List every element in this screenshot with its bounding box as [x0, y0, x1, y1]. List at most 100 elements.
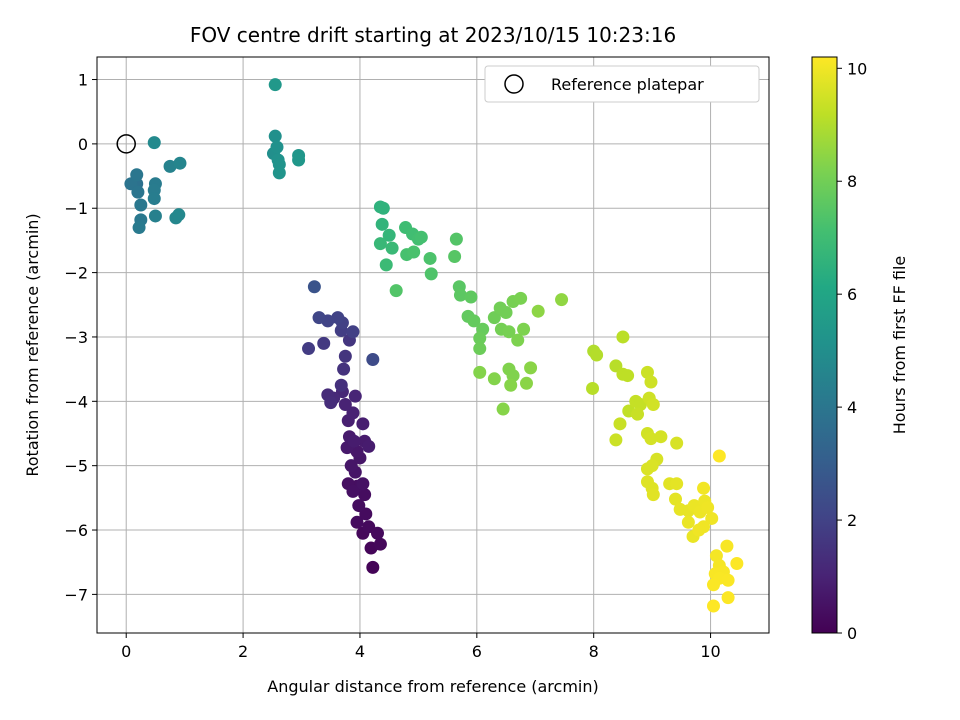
scatter-point	[356, 417, 370, 431]
scatter-point	[524, 361, 538, 375]
scatter-point	[373, 237, 387, 251]
colorbar-tick-label: 0	[847, 624, 857, 643]
scatter-point	[385, 241, 399, 255]
y-tick-label: −4	[64, 392, 88, 411]
reference-platepar-marker	[116, 134, 136, 154]
scatter-point	[730, 556, 744, 570]
scatter-point	[312, 311, 326, 325]
scatter-point	[346, 484, 360, 498]
data-points	[124, 78, 744, 613]
legend-box	[484, 65, 760, 103]
scatter-point	[324, 396, 338, 410]
scatter-point	[356, 477, 370, 491]
scatter-point	[358, 488, 372, 502]
scatter-point	[407, 245, 421, 259]
scatter-point	[148, 209, 162, 223]
x-tick-label: 2	[238, 642, 248, 661]
scatter-point	[496, 402, 510, 416]
scatter-point	[373, 537, 387, 551]
scatter-point	[172, 208, 186, 222]
scatter-point	[376, 201, 390, 215]
y-tick-label: −5	[64, 457, 88, 476]
scatter-point	[317, 336, 331, 350]
y-tick-label: −2	[64, 264, 88, 283]
plot-area-frame	[96, 56, 770, 634]
scatter-point	[473, 342, 487, 356]
scatter-point	[555, 293, 569, 307]
x-axis-ticks: 0 2 4 6 8 10	[121, 633, 721, 661]
colorbar-tick-label: 10	[847, 59, 867, 78]
scatter-point	[424, 267, 438, 281]
scatter-point	[448, 250, 462, 264]
colorbar-tick-label: 8	[847, 172, 857, 191]
scatter-point	[586, 381, 600, 395]
scatter-point	[130, 168, 144, 182]
legend-marker-reference	[504, 74, 524, 94]
scatter-point	[268, 78, 282, 92]
scatter-point	[670, 477, 684, 491]
scatter-point	[721, 591, 735, 605]
y-axis-label: Rotation from reference (arcmin)	[23, 213, 42, 476]
scatter-point	[362, 439, 376, 453]
scatter-point	[338, 398, 352, 412]
legend: Reference platepar	[484, 65, 760, 103]
scatter-point	[697, 481, 711, 495]
scatter-point	[654, 430, 668, 444]
y-tick-label: 0	[78, 135, 88, 154]
scatter-point	[721, 573, 735, 587]
scatter-point	[348, 389, 362, 403]
scatter-point	[646, 488, 660, 502]
scatter-point	[346, 325, 360, 339]
scatter-point	[519, 376, 533, 390]
scatter-point	[669, 492, 683, 506]
scatter-point	[467, 314, 481, 328]
scatter-point	[370, 526, 384, 540]
scatter-point	[350, 445, 364, 459]
scatter-point	[375, 217, 389, 231]
scatter-point	[350, 515, 364, 529]
scatter-point	[366, 560, 380, 574]
scatter-point	[131, 185, 145, 199]
scatter-point	[147, 192, 161, 206]
colorbar: 0 2 4 6 8 10 Hours from first FF file	[811, 56, 909, 643]
scatter-point	[331, 311, 345, 325]
scatter-point	[173, 156, 187, 170]
scatter-point	[473, 331, 487, 345]
scatter-point	[366, 352, 380, 366]
colorbar-tick-label: 6	[847, 285, 857, 304]
scatter-point	[272, 166, 286, 180]
scatter-point	[338, 349, 352, 363]
scatter-point	[414, 230, 428, 244]
x-tick-label: 8	[589, 642, 599, 661]
scatter-point	[692, 523, 706, 537]
scatter-point	[646, 398, 660, 412]
scatter-point	[337, 362, 351, 376]
scatter-point	[701, 501, 715, 515]
scatter-point	[645, 459, 659, 473]
scatter-point	[609, 433, 623, 447]
legend-label-reference: Reference platepar	[551, 75, 704, 94]
scatter-point	[514, 291, 528, 305]
y-axis-ticks: 1 0 −1 −2 −3 −4 −5 −6 −7	[64, 71, 97, 604]
scatter-point	[681, 515, 695, 529]
x-tick-label: 10	[700, 642, 720, 661]
colorbar-tick-label: 4	[847, 398, 857, 417]
colorbar-ticks: 0 2 4 6 8 10	[837, 59, 867, 643]
scatter-point	[453, 288, 467, 302]
scatter-point	[613, 417, 627, 431]
y-tick-label: 1	[78, 71, 88, 90]
scatter-point	[531, 304, 545, 318]
scatter-point	[302, 342, 316, 356]
scatter-point	[352, 499, 366, 513]
scatter-point	[499, 305, 513, 319]
scatter-point	[449, 232, 463, 246]
x-tick-label: 0	[121, 642, 131, 661]
scatter-point	[347, 434, 361, 448]
y-tick-label: −3	[64, 328, 88, 347]
y-tick-label: −7	[64, 585, 88, 604]
scatter-point	[268, 129, 282, 143]
scatter-point	[147, 136, 161, 150]
scatter-point	[346, 406, 360, 420]
